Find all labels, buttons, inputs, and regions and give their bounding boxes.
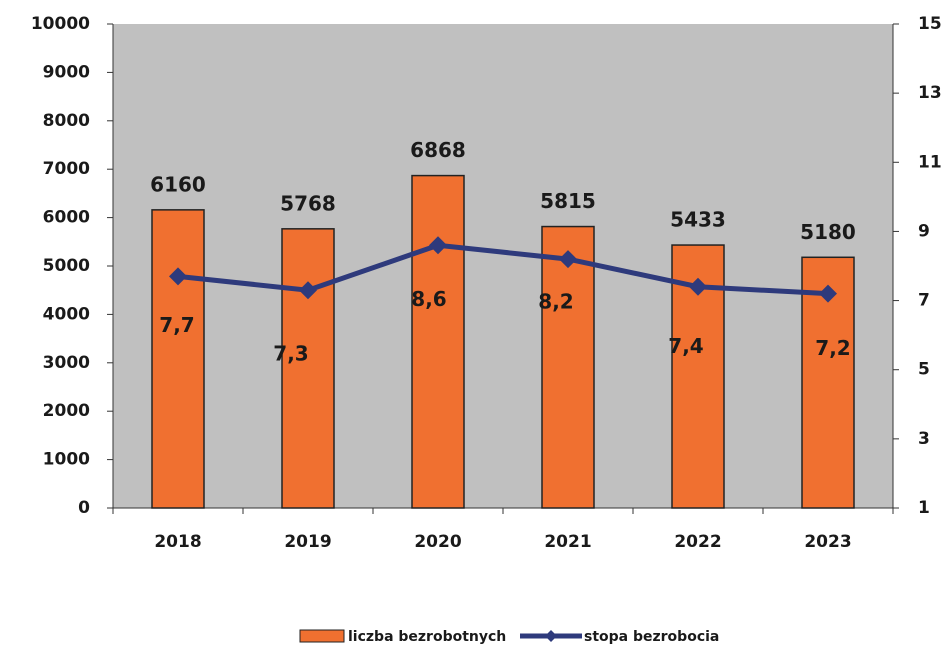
y-tick-label: 1000: [43, 450, 90, 470]
bar: [411, 174, 465, 509]
bar: [541, 225, 595, 509]
y-tick-label: 4000: [43, 304, 90, 324]
line-marker: [299, 281, 317, 300]
x-tick-label: 2018: [154, 532, 201, 552]
line-marker: [169, 267, 187, 286]
line-marker: [689, 277, 707, 296]
bar-value-label: 5768: [280, 191, 336, 215]
y-tick-label: 2000: [43, 401, 90, 421]
legend-swatch: [299, 629, 345, 643]
legend-label: liczba bezrobotnych: [348, 629, 506, 645]
y2-tick-label: 3: [918, 429, 930, 449]
x-tick-label: 2022: [674, 532, 721, 552]
legend-label: stopa bezrobocia: [584, 629, 719, 645]
bar-value-label: 5180: [800, 220, 856, 244]
line-marker: [429, 236, 447, 255]
x-tick-label: 2023: [804, 532, 851, 552]
bar-value-label: 6868: [410, 138, 466, 162]
line-value-label: 8,2: [538, 290, 573, 314]
plot-area: [113, 24, 893, 508]
line-marker: [559, 250, 577, 269]
bar-value-label: 6160: [150, 172, 206, 196]
y2-tick-label: 15: [918, 14, 941, 34]
y2-tick-label: 5: [918, 360, 930, 380]
line-value-label: 7,2: [815, 336, 850, 360]
x-tick-label: 2020: [414, 532, 461, 552]
y-tick-label: 8000: [43, 111, 90, 131]
line-value-label: 7,3: [273, 342, 308, 366]
legend-marker: [545, 630, 557, 642]
bar: [151, 209, 205, 509]
y2-tick-label: 9: [918, 221, 930, 241]
y-tick-label: 9000: [43, 62, 90, 82]
x-tick-label: 2021: [544, 532, 591, 552]
line-value-label: 7,7: [159, 313, 194, 337]
bar-value-label: 5433: [670, 208, 726, 232]
x-tick-label: 2019: [284, 532, 331, 552]
y-tick-label: 7000: [43, 159, 90, 179]
y2-tick-label: 11: [918, 152, 941, 172]
line-value-label: 8,6: [411, 287, 446, 311]
y-tick-label: 5000: [43, 256, 90, 276]
y2-tick-label: 7: [918, 291, 930, 311]
y-tick-label: 10000: [31, 14, 90, 34]
y2-tick-label: 1: [918, 498, 930, 518]
y-tick-label: 3000: [43, 353, 90, 373]
bar: [281, 228, 335, 509]
y-tick-label: 6000: [43, 208, 90, 228]
bar-value-label: 5815: [540, 189, 596, 213]
y2-tick-label: 13: [918, 83, 941, 103]
line-marker: [819, 284, 837, 303]
line: [177, 242, 829, 297]
y-tick-label: 0: [78, 498, 90, 518]
line-value-label: 7,4: [668, 334, 703, 358]
